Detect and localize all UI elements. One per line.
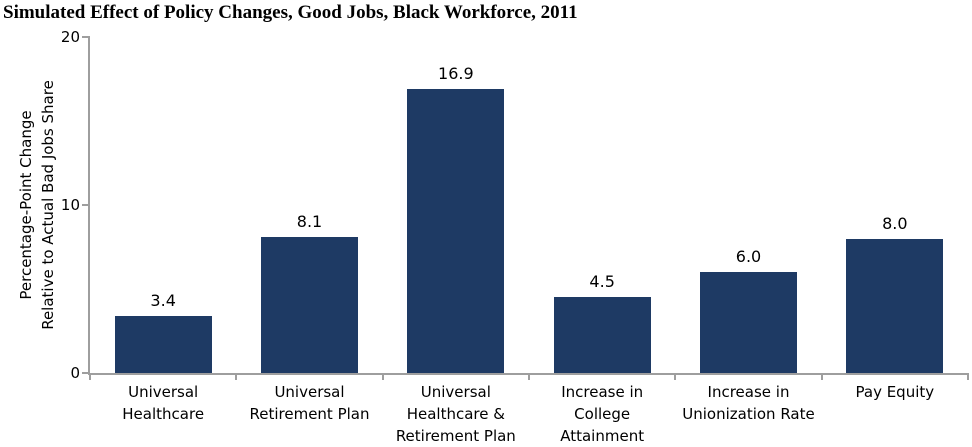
bar [114,315,212,373]
x-tick-mark [674,373,677,380]
bar [553,297,651,373]
category-label: Universal Healthcare & Retirement Plan [395,383,516,445]
bar [846,238,944,373]
bar-value-label: 6.0 [735,247,762,267]
y-tick-label: 0 [70,364,80,382]
x-tick-mark [381,373,384,380]
category-label: Increase in College Attainment [560,383,645,445]
bar [700,272,797,373]
y-tick-mark [82,36,90,38]
x-tick-mark [967,373,969,380]
bar [261,236,358,373]
bar-value-label: 4.5 [589,272,615,292]
chart-title: Simulated Effect of Policy Changes, Good… [3,2,578,23]
bar-value-label: 3.4 [150,290,176,310]
y-tick-label: 20 [60,28,80,46]
bar-value-label: 8.0 [882,213,908,233]
category-label: Universal Healthcare [122,383,205,423]
y-axis-line [88,37,90,375]
bar-value-label: 8.1 [296,211,323,231]
bar [407,89,505,373]
x-tick-mark [89,373,91,380]
category-label: Universal Retirement Plan [249,383,370,423]
x-tick-mark [235,373,238,380]
y-tick-label: 10 [60,196,80,214]
category-label: Pay Equity [855,383,935,401]
bar-value-label: 16.9 [438,64,474,84]
x-tick-mark [820,373,823,380]
x-tick-mark [528,373,530,380]
y-tick-mark [82,204,90,206]
y-tick-mark [82,372,90,374]
category-label: Increase in Unionization Rate [682,383,815,423]
